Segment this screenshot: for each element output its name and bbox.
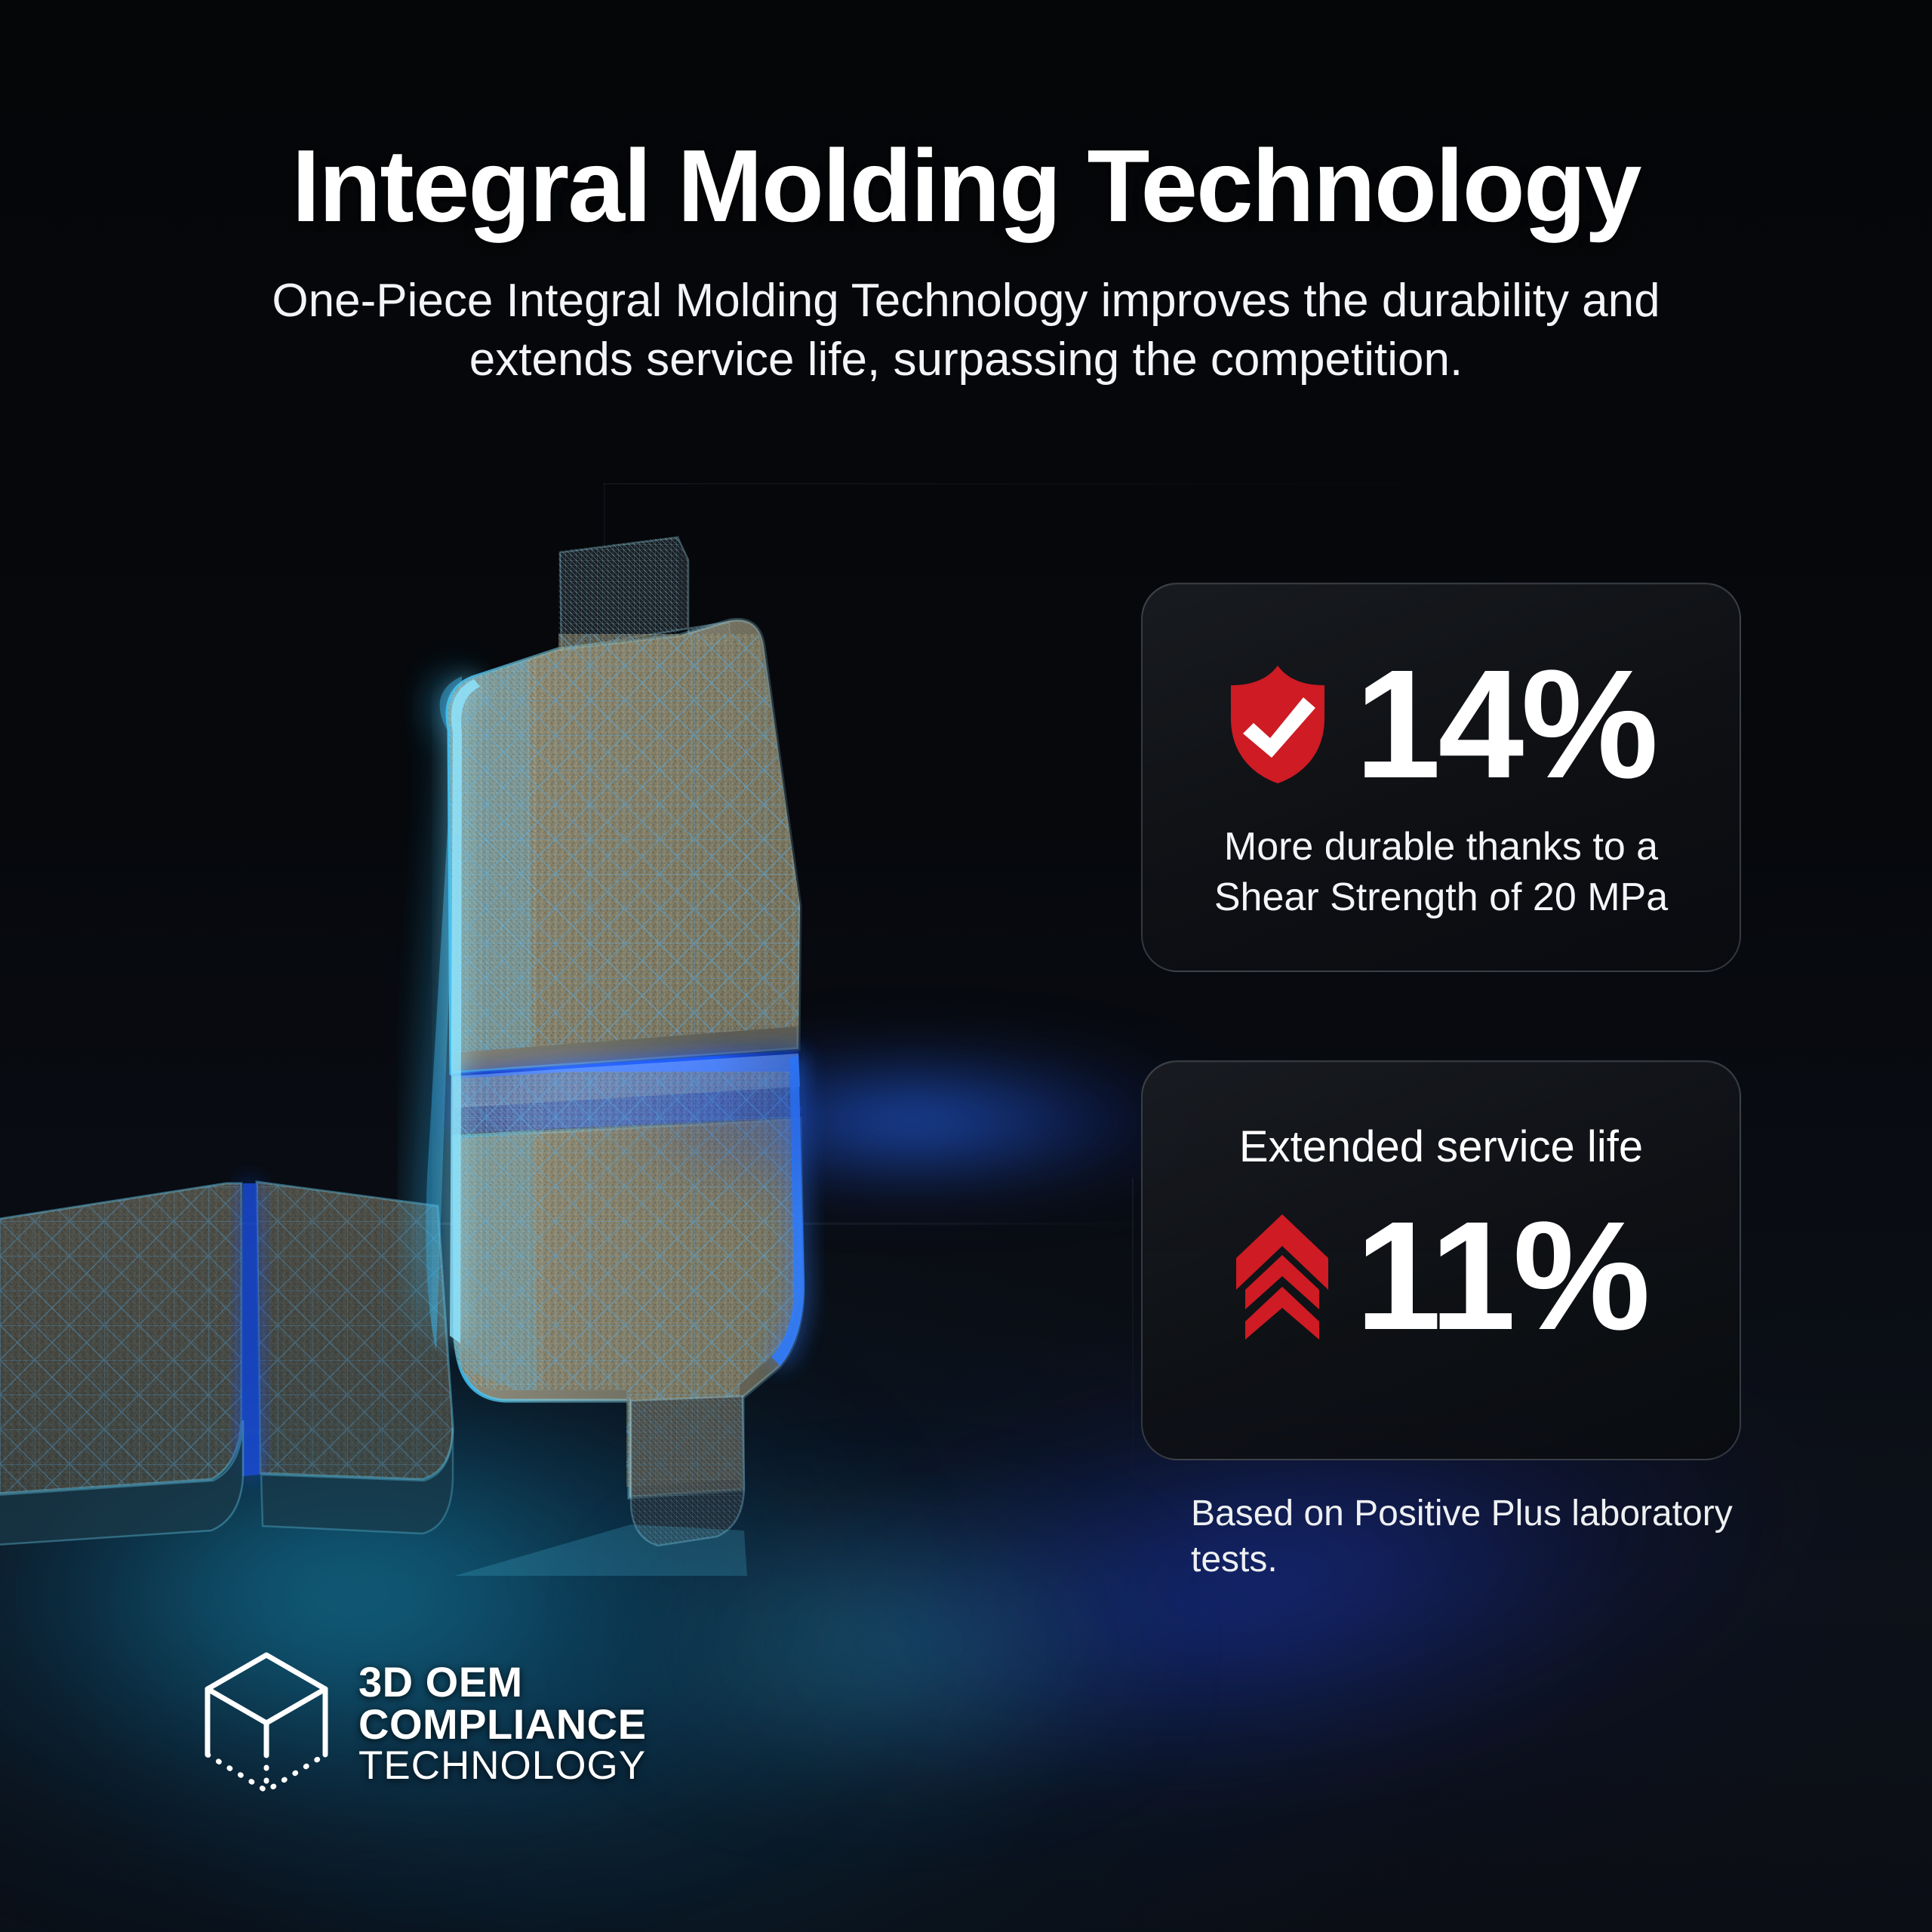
backdrop-panel-edge-horizontal bbox=[604, 483, 1600, 485]
header: Integral Molding Technology One-Piece In… bbox=[0, 0, 1932, 389]
stat-description-durability: More durable thanks to a Shear Strength … bbox=[1214, 824, 1669, 920]
stat-value-durability: 14% bbox=[1355, 638, 1658, 811]
brake-pad-flat bbox=[0, 1180, 454, 1546]
stat-heading-service-life: Extended service life bbox=[1238, 1122, 1644, 1171]
footnote-disclaimer: Based on Positive Plus laboratory tests. bbox=[1191, 1494, 1733, 1580]
stat-card-service-life[interactable]: Extended service life 11% bbox=[1141, 1060, 1741, 1460]
stat-row-service-life: 11% bbox=[1173, 1189, 1709, 1362]
logo-line-1: 3D OEM bbox=[358, 1657, 523, 1706]
brake-pad-upright bbox=[426, 536, 805, 1576]
stat-value-service-life: 11% bbox=[1355, 1189, 1651, 1362]
product-render bbox=[0, 423, 1147, 1857]
logo-lockup: 3D OEM COMPLIANCE TECHNOLOGY bbox=[200, 1649, 646, 1797]
backdrop-panel-edge-right bbox=[1132, 1177, 1134, 1494]
isometric-cube-icon bbox=[205, 1652, 328, 1795]
chevrons-up-icon bbox=[1236, 1214, 1328, 1340]
logo-wordmark: 3D OEM COMPLIANCE TECHNOLOGY bbox=[358, 1657, 647, 1788]
stat-row-durability: 14% bbox=[1173, 638, 1709, 811]
stat-card-durability[interactable]: 14% More durable thanks to a Shear Stren… bbox=[1141, 583, 1741, 972]
page-title: Integral Molding Technology bbox=[291, 128, 1642, 243]
logo-line-3: TECHNOLOGY bbox=[358, 1743, 647, 1788]
brake-pad-wireframe-illustration bbox=[0, 536, 805, 1576]
shield-check-icon bbox=[1231, 666, 1325, 784]
logo-line-2: COMPLIANCE bbox=[358, 1700, 647, 1748]
page-subtitle: One-Piece Integral Molding Technology im… bbox=[272, 275, 1660, 386]
